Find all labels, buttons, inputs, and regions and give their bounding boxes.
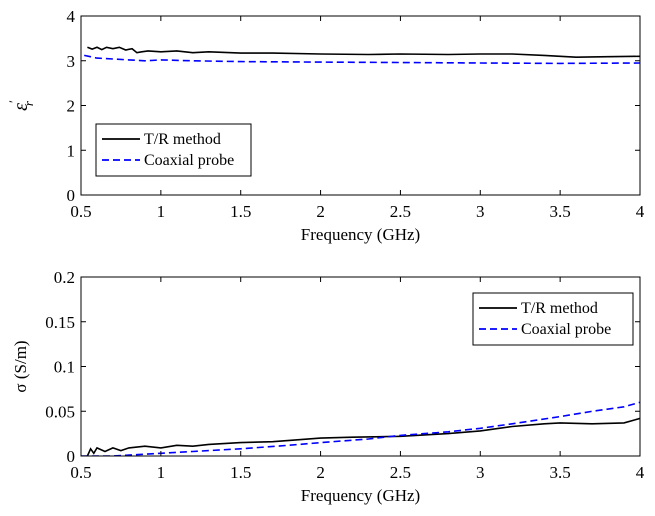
chart-1-legend-box bbox=[472, 292, 634, 346]
chart-1-x-tick-label: 2.5 bbox=[390, 463, 411, 482]
chart-0-y-tick-label: 4 bbox=[67, 7, 76, 26]
chart-0-series-line-1 bbox=[84, 54, 640, 65]
chart-0-x-tick-label: 3.5 bbox=[550, 202, 571, 221]
chart-0-y-tick-label: 1 bbox=[67, 141, 76, 160]
chart-0-x-tick-label: 2 bbox=[316, 202, 325, 221]
chart-0-y-axis-label-sup: ′ bbox=[6, 100, 21, 103]
chart-1-x-tick-label: 3.5 bbox=[550, 463, 571, 482]
chart-0-y-axis-label-base: ε bbox=[10, 103, 32, 111]
chart-0-x-tick-label: 3 bbox=[476, 202, 485, 221]
chart-1-series-line-1 bbox=[81, 401, 640, 456]
chart-0-x-tick-label: 2.5 bbox=[390, 202, 411, 221]
chart-1-x-tick-label: 1.5 bbox=[230, 463, 251, 482]
chart-1-legend: T/R method Coaxial probe bbox=[472, 292, 634, 346]
chart-0-y-tick-label: 3 bbox=[67, 52, 76, 71]
chart-1-x-tick-label: 2 bbox=[316, 463, 325, 482]
chart-0-y-axis-label: ε′r bbox=[6, 100, 36, 111]
chart-0-y-tick-label: 2 bbox=[67, 97, 76, 116]
chart-0-y-tick-label: 0 bbox=[67, 186, 76, 205]
chart-0-x-tick-label: 1.5 bbox=[230, 202, 251, 221]
chart-0-x-tick-label: 0.5 bbox=[70, 202, 91, 221]
chart-1-series-line-0 bbox=[86, 417, 640, 456]
chart-1-x-axis-label: Frequency (GHz) bbox=[301, 486, 420, 505]
chart-1-x-tick-label: 1 bbox=[157, 463, 166, 482]
chart-1-y-axis-label: σ (S/m) bbox=[11, 340, 30, 392]
chart-0-x-axis-label: Frequency (GHz) bbox=[301, 225, 420, 244]
chart-1-y-tick-label: 0.2 bbox=[54, 268, 75, 287]
permittivity-chart: 0.5 1 1.5 2 2.5 3 3.5 4 0 1 2 3 4 Frequency (GHz) ε′r T… bbox=[6, 7, 645, 244]
chart-1-x-tick-label: 4 bbox=[636, 463, 645, 482]
chart-1-x-tick-label: 3 bbox=[476, 463, 485, 482]
chart-0-legend: T/R method Coaxial probe bbox=[95, 123, 252, 177]
chart-1-y-tick-label: 0 bbox=[67, 447, 76, 466]
chart-0-legend-box bbox=[95, 123, 252, 177]
chart-0-series-line-0 bbox=[87, 46, 640, 59]
chart-0-x-tick-label: 1 bbox=[157, 202, 166, 221]
chart-1-y-tick-label: 0.05 bbox=[45, 402, 75, 421]
chart-1-y-tick-label: 0.1 bbox=[54, 358, 75, 377]
chart-1-legend-label-1: Coaxial probe bbox=[521, 321, 611, 338]
conductivity-chart: 0.5 1 1.5 2 2.5 3 3.5 4 0 0.05 0.1 0.15 0.2 Frequency… bbox=[11, 268, 645, 505]
chart-1-legend-label-0: T/R method bbox=[521, 300, 598, 317]
chart-0-legend-label-0: T/R method bbox=[144, 131, 221, 148]
chart-0-legend-label-1: Coaxial probe bbox=[144, 152, 234, 169]
chart-1-y-tick-label: 0.15 bbox=[45, 313, 75, 332]
chart-0-x-tick-label: 4 bbox=[636, 202, 645, 221]
chart-0-y-axis-label-sub: r bbox=[21, 100, 36, 106]
chart-1-x-tick-label: 0.5 bbox=[70, 463, 91, 482]
